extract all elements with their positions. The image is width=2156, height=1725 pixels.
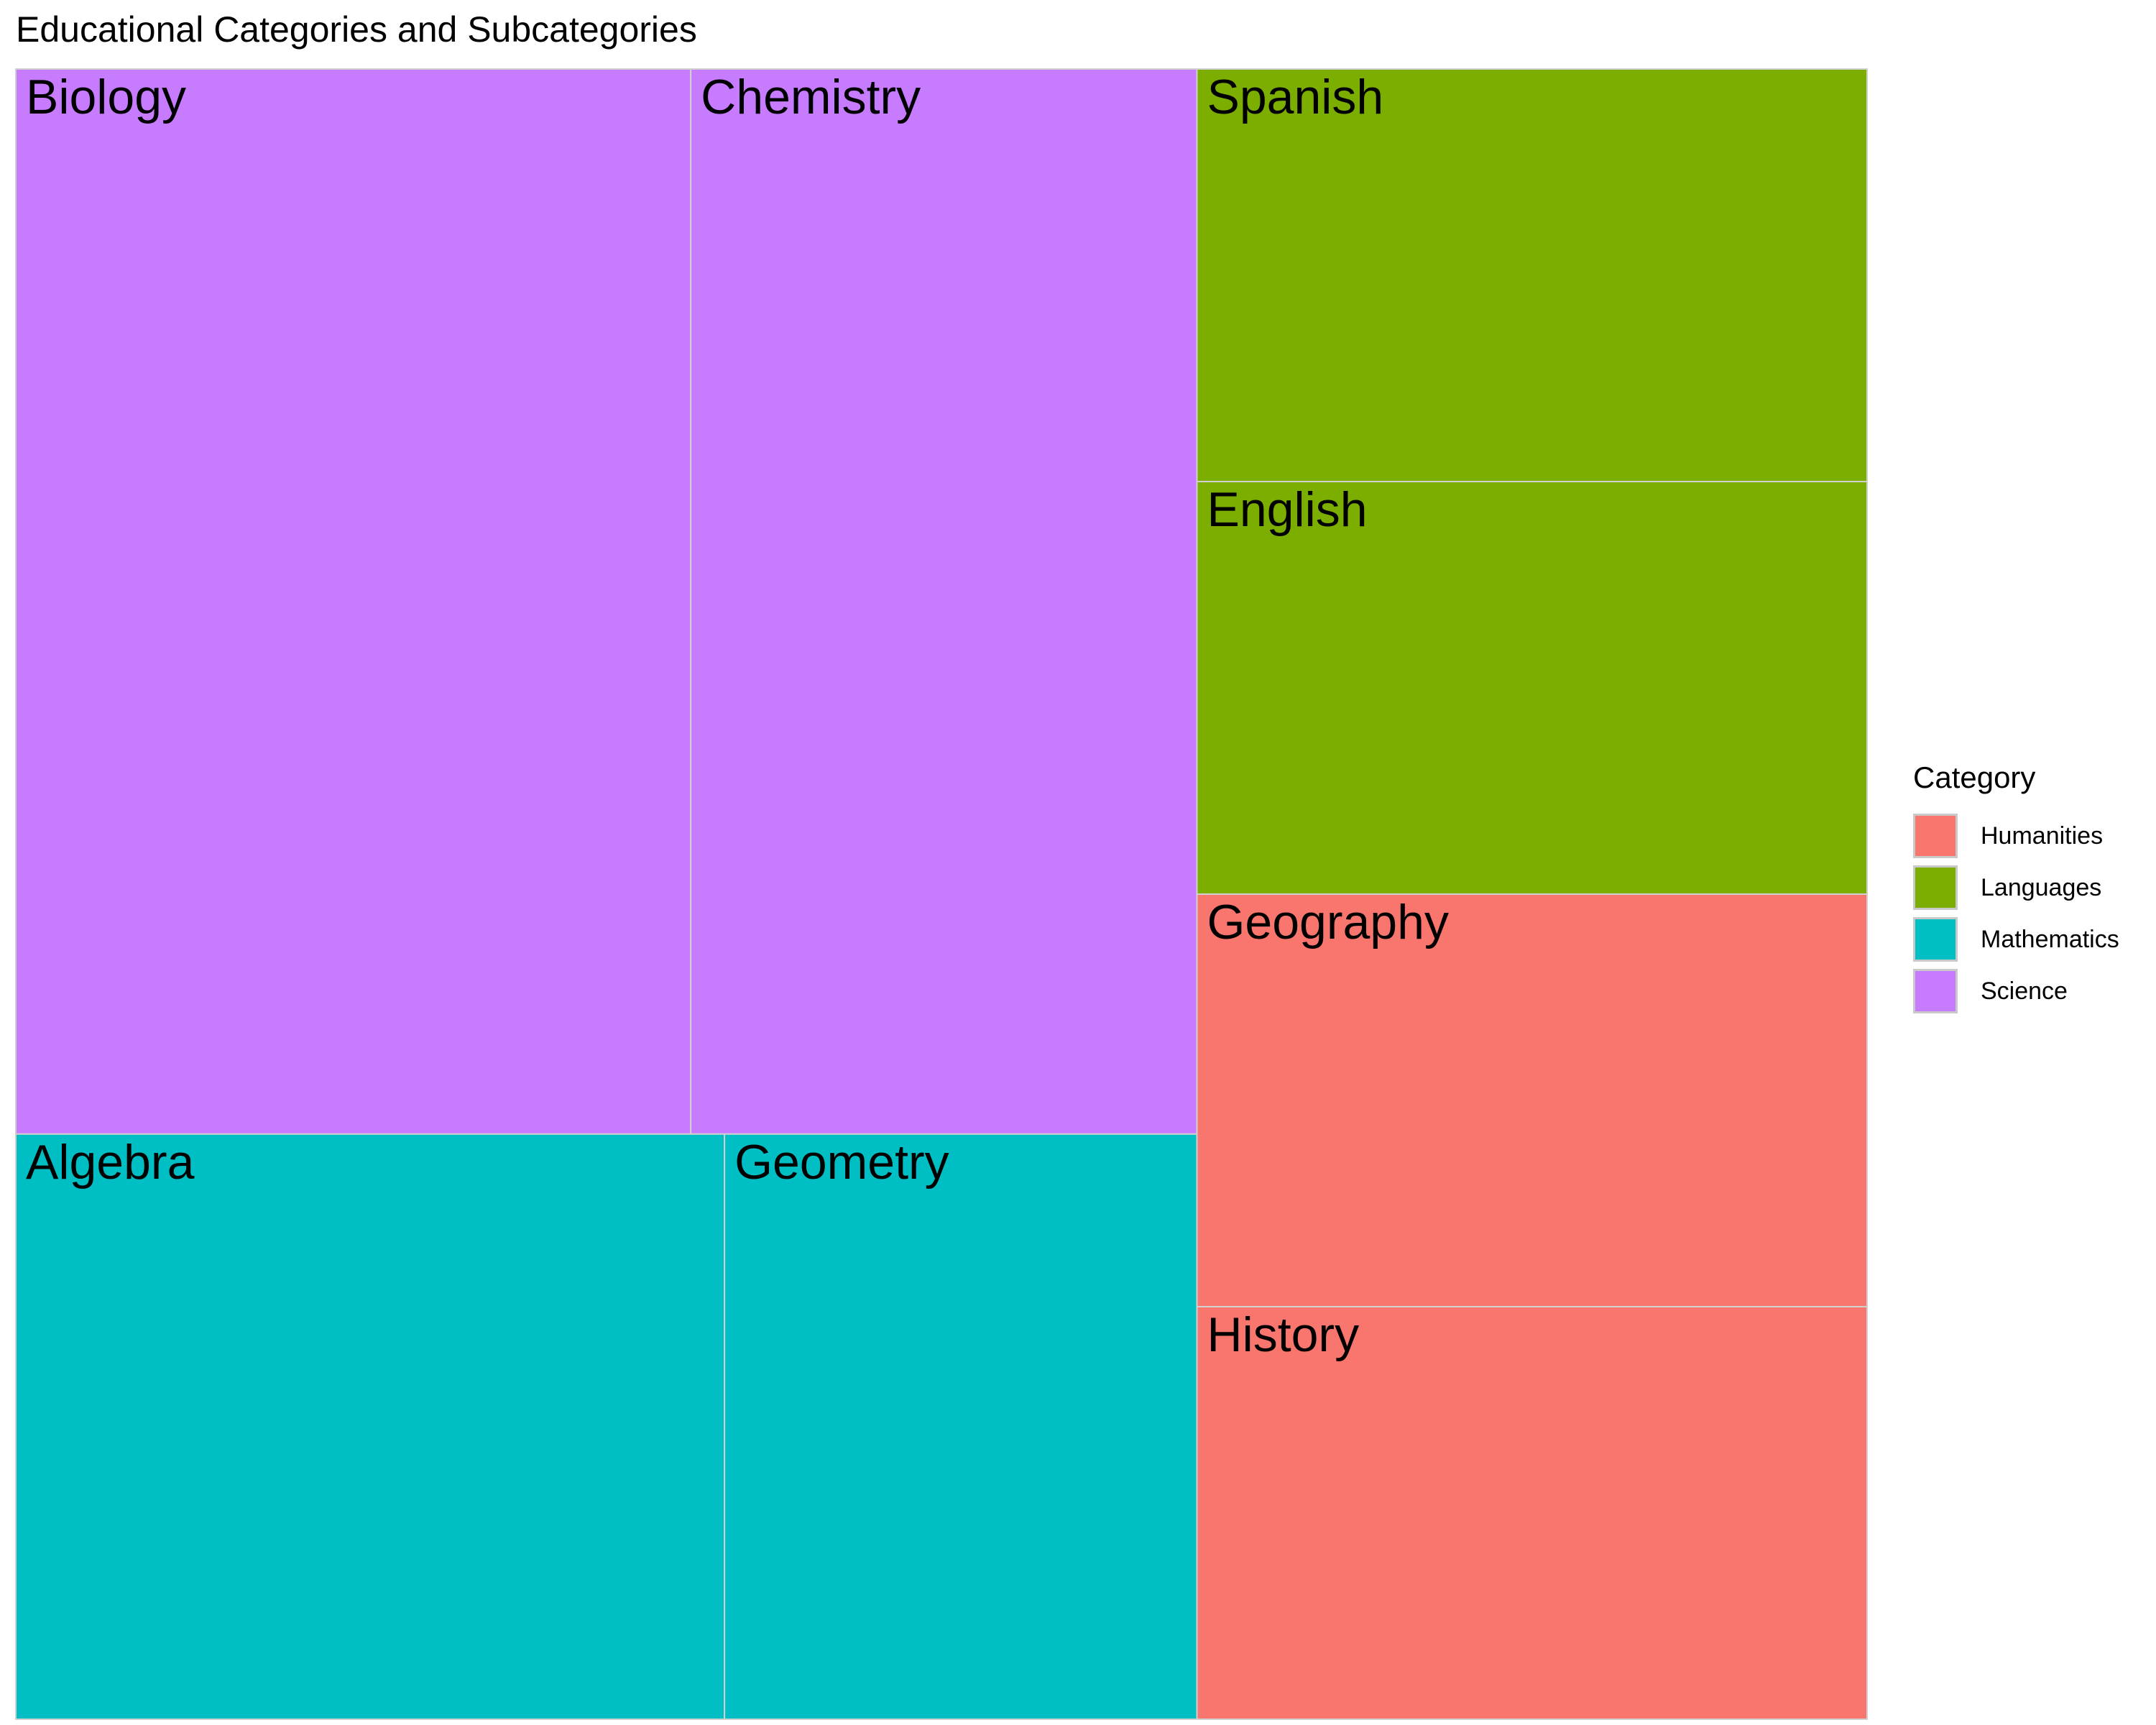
treemap-tile-history [1196,1306,1869,1720]
category-group-languages: Spanish English [1196,68,1869,895]
category-group-humanities: Geography History [1196,893,1869,1720]
treemap-tile-label: Geometry [734,1135,949,1190]
treemap-tile-label: Algebra [26,1135,195,1190]
treemap-tile-chemistry [690,68,1198,1135]
legend-swatch [1913,814,1958,858]
treemap-tile-geography [1196,893,1869,1307]
treemap-tile-label: Geography [1207,895,1449,949]
legend-swatch [1913,917,1958,962]
treemap-tile-label: Biology [26,70,186,124]
category-group-mathematics: Algebra Geometry [15,1133,1198,1720]
treemap-tile-label: History [1207,1307,1360,1362]
legend-label: Languages [1981,874,2102,901]
legend: Category Humanities Languages Mathematics S… [1913,760,2143,1021]
treemap-tile-label: Chemistry [701,70,921,124]
treemap-tile-label: English [1207,482,1368,537]
legend-swatch [1913,865,1958,910]
treemap-tile-algebra [15,1133,726,1720]
legend-label: Science [1981,978,2068,1005]
chart-title: Educational Categories and Subcategories [16,9,697,50]
legend-item-languages: Languages [1913,865,2143,917]
treemap-tile-english [1196,481,1869,895]
treemap-tile-geometry [724,1133,1198,1720]
treemap-tile-spanish [1196,68,1869,482]
legend-item-science: Science [1913,969,2143,1021]
legend-title: Category [1913,760,2036,794]
legend-item-humanities: Humanities [1913,814,2143,865]
legend-item-mathematics: Mathematics [1913,917,2143,969]
legend-label: Mathematics [1981,926,2119,953]
legend-items: Humanities Languages Mathematics Science [1913,814,2143,1021]
legend-swatch [1913,969,1958,1013]
treemap-tile-biology [15,68,692,1135]
treemap-tile-label: Spanish [1207,70,1384,124]
category-group-science: Biology Chemistry [15,68,1198,1135]
legend-label: Humanities [1981,822,2104,850]
